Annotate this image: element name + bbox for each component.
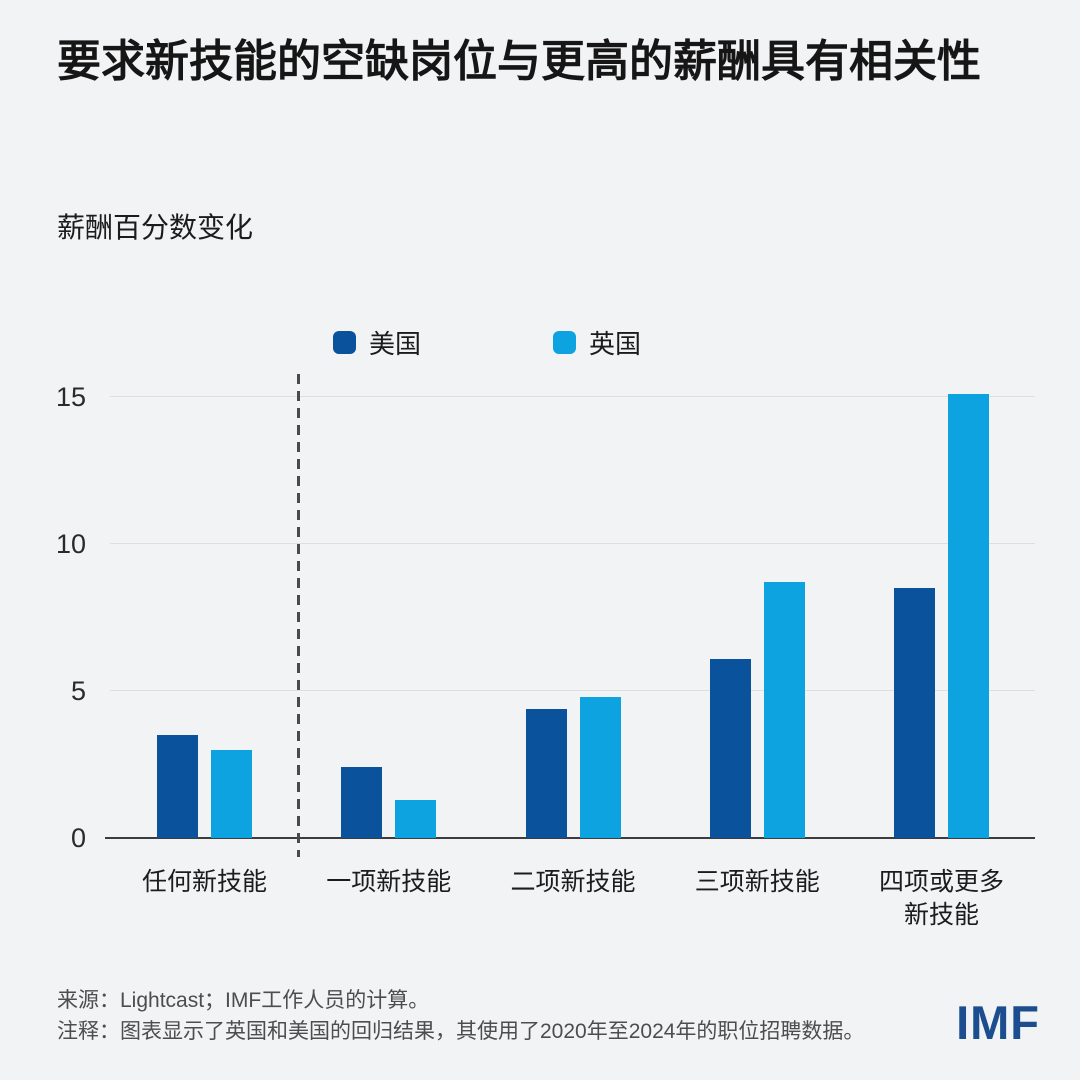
legend-label-美国: 美国 xyxy=(369,329,422,359)
bar-美国-四项或更多 xyxy=(894,588,935,838)
bar-美国-一项新技能 xyxy=(341,767,383,838)
x-category-label-1: 一项新技能 xyxy=(326,868,452,896)
imf-logo: IMF xyxy=(956,996,1040,1049)
y-tick-label-5: 5 xyxy=(70,676,86,706)
x-axis-line xyxy=(105,837,1035,839)
x-category-label-0: 任何新技能 xyxy=(141,868,267,896)
gridline-15 xyxy=(110,396,1035,397)
legend-swatch-英国 xyxy=(553,331,577,354)
bar-英国-二项新技能 xyxy=(579,696,621,838)
gridline-5 xyxy=(110,690,1035,691)
x-category-label-2: 二项新技能 xyxy=(510,868,636,896)
legend-item-美国: 美国 xyxy=(333,324,421,361)
y-tick-label-10: 10 xyxy=(55,529,86,559)
source-note: 来源：Lightcast；IMF工作人员的计算。 xyxy=(57,989,430,1012)
legend-label-英国: 英国 xyxy=(589,329,642,359)
bar-英国-任何新技能 xyxy=(211,749,252,838)
page-title: 要求新技能的空缺岗位与更高的薪酬具有相关性 xyxy=(57,37,981,86)
legend-swatch-美国 xyxy=(333,331,356,354)
gridline-10 xyxy=(110,543,1035,544)
bar-英国-三项新技能 xyxy=(763,582,805,838)
y-tick-label-0: 0 xyxy=(70,823,86,853)
y-axis-unit-label: 薪酬百分数变化 xyxy=(57,212,254,243)
bar-英国-一项新技能 xyxy=(395,799,437,838)
chart-note: 注释：图表显示了英国和美国的回归结果，其使用了2020年至2024年的职位招聘数… xyxy=(57,1020,865,1043)
legend: 美国 英国 xyxy=(333,324,641,361)
bar-美国-三项新技能 xyxy=(709,658,751,838)
x-category-label-3: 三项新技能 xyxy=(694,868,820,896)
x-category-label-4: 四项或更多 新技能 xyxy=(878,868,1004,929)
legend-item-英国: 英国 xyxy=(553,324,641,361)
footer: 来源：Lightcast；IMF工作人员的计算。 注释：图表显示了英国和美国的回… xyxy=(57,985,864,1047)
category-separator-dashed-line xyxy=(296,374,300,857)
bar-美国-任何新技能 xyxy=(157,735,198,838)
bar-美国-二项新技能 xyxy=(525,708,567,838)
plot-area: 0 5 10 15 任何新技能 一项新技能 二项新技能 三项新技能 四项或更多 新技能 xyxy=(56,370,1035,929)
bar-英国-四项或更多 xyxy=(948,394,989,838)
y-tick-label-15: 15 xyxy=(55,382,86,412)
